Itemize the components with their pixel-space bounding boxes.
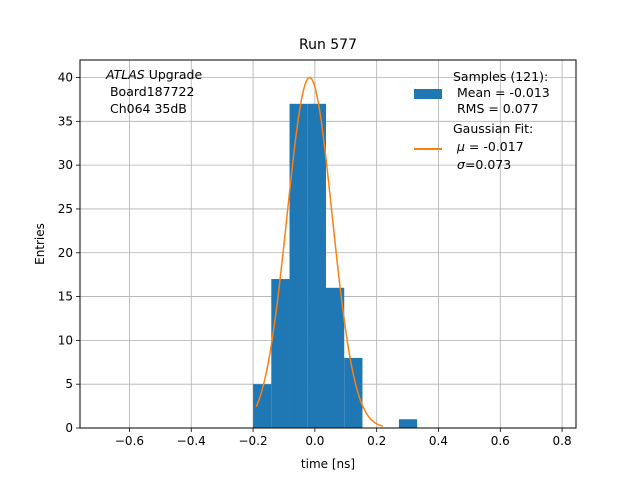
x-tick-label: 0.0 — [305, 434, 324, 448]
histogram-bar — [307, 103, 326, 429]
legend-fit-sigma: σ=0.073 — [457, 157, 511, 172]
legend-samples-title: Samples (121): — [453, 69, 548, 84]
y-tick-label: 5 — [65, 377, 73, 391]
legend-fit-title: Gaussian Fit: — [453, 121, 533, 136]
annotation-line1: ATLAS Upgrade — [105, 67, 202, 82]
x-tick-label: −0.6 — [115, 434, 144, 448]
y-tick-label: 15 — [58, 290, 73, 304]
histogram-bar — [271, 279, 290, 428]
y-tick-label: 25 — [58, 202, 73, 216]
y-tick-label: 30 — [58, 158, 73, 172]
legend: Samples (121): Mean = -0.013 RMS = 0.077… — [414, 69, 550, 172]
y-tick-label: 40 — [58, 71, 73, 85]
x-tick-label: 0.8 — [553, 434, 572, 448]
x-tick-label: 0.4 — [429, 434, 448, 448]
annotation-box: ATLAS Upgrade Board187722 Ch064 35dB — [105, 67, 202, 116]
x-tick-label: 0.6 — [491, 434, 510, 448]
y-axis-ticks: 0 5 10 15 20 25 30 35 40 — [58, 71, 80, 435]
legend-mu-value: = -0.017 — [465, 139, 524, 154]
x-tick-label: 0.2 — [367, 434, 386, 448]
legend-samples-mean: Mean = -0.013 — [453, 85, 550, 100]
annotation-line2: Board187722 — [106, 84, 194, 99]
x-axis-ticks: −0.6 −0.4 −0.2 0.0 0.2 0.4 0.6 0.8 — [115, 428, 572, 448]
legend-fit-mu: μ = -0.017 — [456, 139, 524, 154]
histogram-bar — [344, 357, 363, 428]
legend-mu-symbol: μ — [456, 139, 465, 154]
y-tick-label: 20 — [58, 246, 73, 260]
y-tick-label: 10 — [58, 333, 73, 347]
legend-sigma-value: =0.073 — [465, 157, 511, 172]
chart-title: Run 577 — [299, 37, 357, 53]
y-tick-label: 35 — [58, 114, 73, 128]
annotation-upgrade: Upgrade — [145, 67, 203, 82]
histogram-bar — [325, 287, 345, 428]
annotation-line3: Ch064 35dB — [106, 101, 187, 116]
y-axis-label: Entries — [33, 223, 47, 265]
x-tick-label: −0.2 — [238, 434, 267, 448]
histogram-bar — [289, 103, 308, 429]
legend-samples-rms: RMS = 0.077 — [453, 101, 539, 116]
y-tick-label: 0 — [65, 421, 73, 435]
annotation-atlas: ATLAS — [105, 67, 145, 82]
histogram-bar — [253, 384, 272, 428]
plot-frame — [79, 59, 577, 429]
histogram-bar — [398, 419, 418, 428]
x-tick-label: −0.4 — [177, 434, 206, 448]
legend-samples-patch — [414, 89, 442, 99]
histogram-bars — [253, 103, 418, 429]
x-axis-label: time [ns] — [301, 457, 355, 471]
gaussian-fit-curve — [255, 76, 384, 427]
legend-sigma-symbol: σ — [457, 157, 466, 172]
